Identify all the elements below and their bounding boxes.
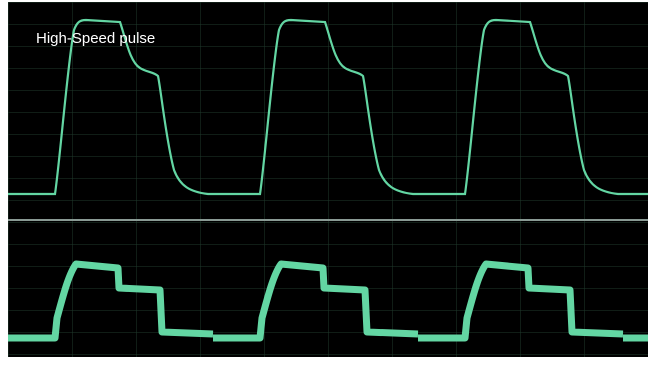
scope-screen: High-Speed pulse bbox=[0, 0, 653, 369]
page: High-Speed pulse (() => { const data = J… bbox=[0, 0, 653, 369]
grid bbox=[8, 2, 648, 357]
title: High-Speed pulse bbox=[36, 30, 155, 47]
